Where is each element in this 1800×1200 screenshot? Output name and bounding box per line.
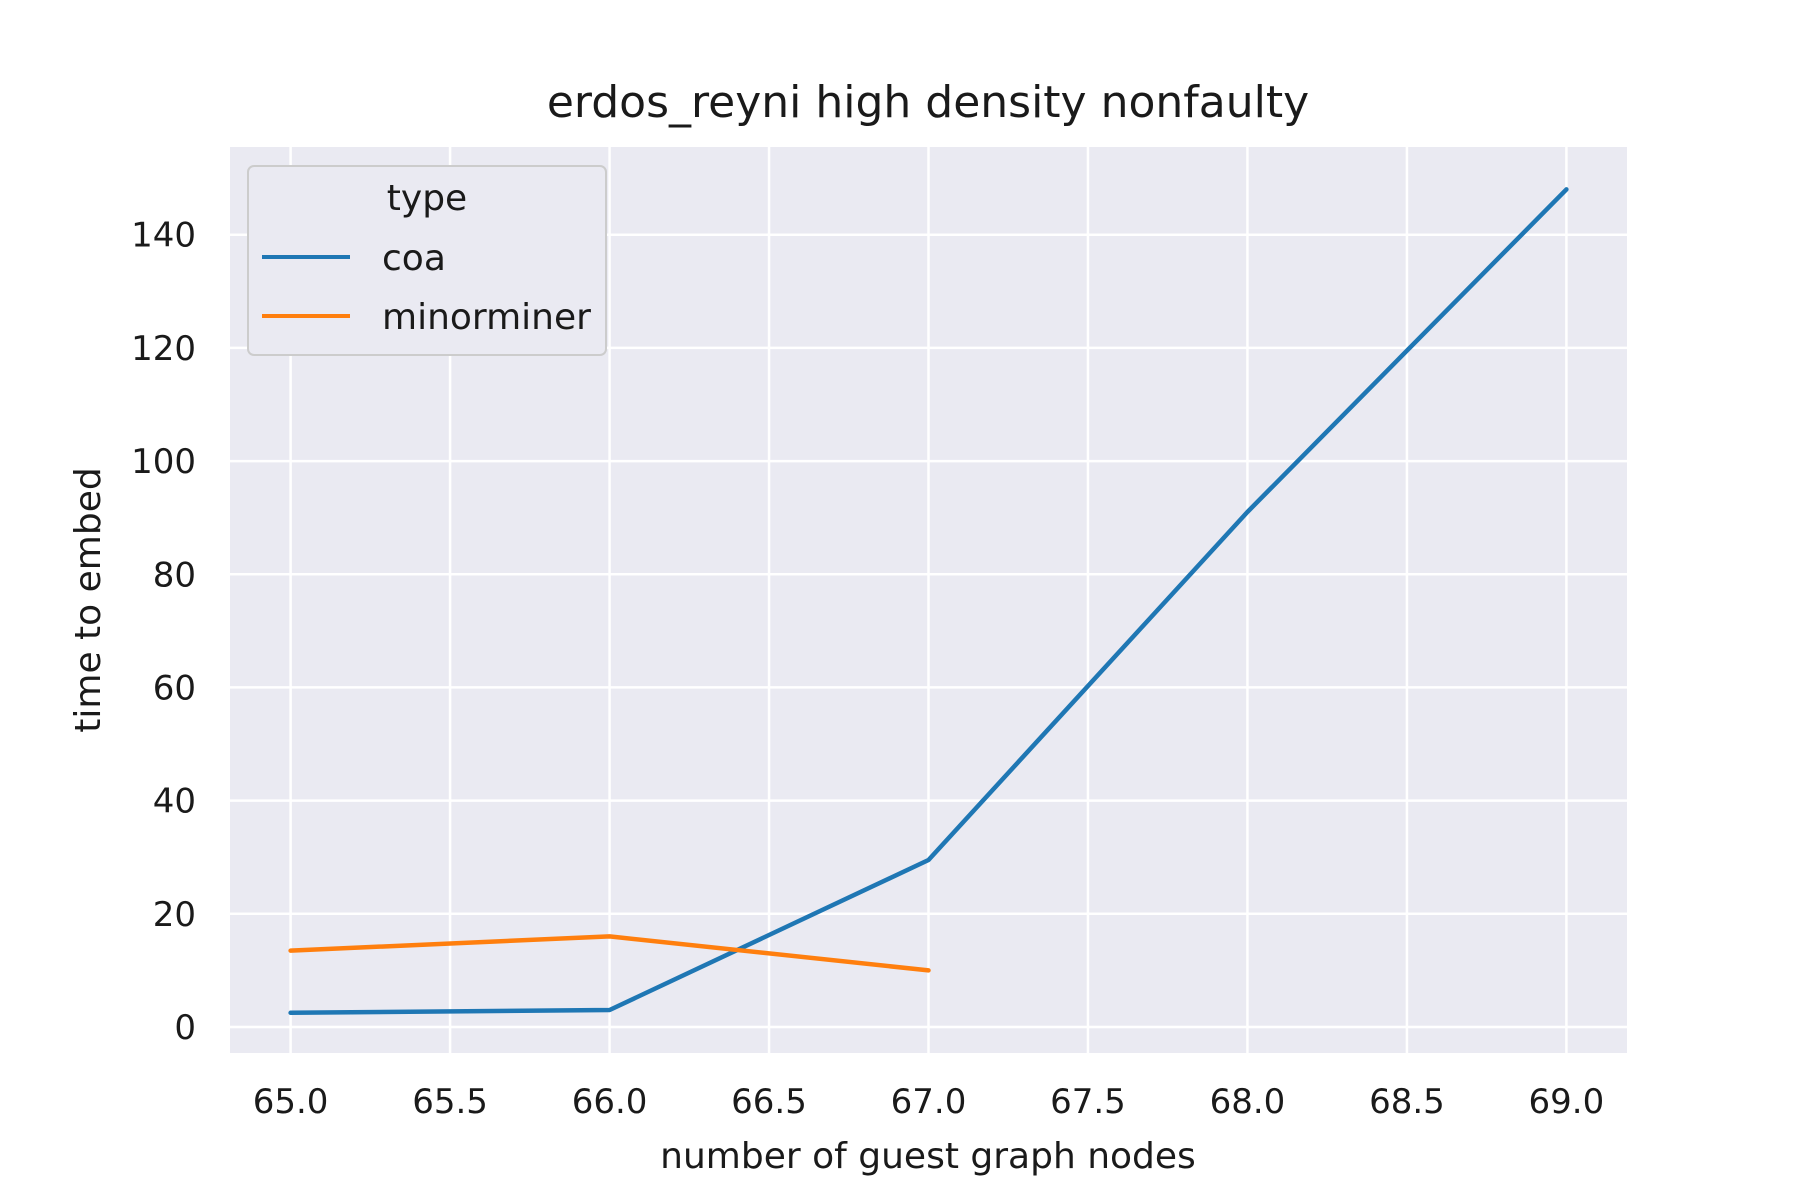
legend-title: type [387, 178, 467, 219]
y-tick-labels: 0 20 40 60 80 100 120 140 [131, 216, 196, 1048]
y-tick-label: 0 [174, 1008, 196, 1048]
y-axis-label: time to embed [68, 467, 109, 732]
grid [230, 147, 1627, 1053]
x-tick-label: 67.5 [1050, 1082, 1126, 1122]
x-tick-labels: 65.0 65.5 66.0 66.5 67.0 67.5 68.0 68.5 69.0 [253, 1082, 1605, 1122]
y-tick-label: 100 [131, 442, 196, 482]
x-tick-label: 65.0 [253, 1082, 329, 1122]
y-tick-label: 60 [153, 668, 196, 708]
x-tick-label: 66.0 [572, 1082, 648, 1122]
x-tick-label: 68.0 [1210, 1082, 1286, 1122]
y-tick-label: 140 [131, 216, 196, 256]
x-tick-label: 66.5 [731, 1082, 807, 1122]
chart-title: erdos_reyni high density nonfaulty [547, 77, 1309, 128]
x-axis-label: number of guest graph nodes [660, 1136, 1196, 1177]
legend: type coa minorminer [247, 165, 607, 356]
y-tick-label: 120 [131, 329, 196, 369]
series-lines [288, 187, 1569, 1016]
legend-box [247, 165, 607, 356]
y-tick-label: 80 [153, 555, 196, 595]
x-tick-label: 68.5 [1369, 1082, 1445, 1122]
x-tick-label: 65.5 [412, 1082, 488, 1122]
legend-label-minorminer: minorminer [382, 297, 591, 338]
y-tick-label: 20 [153, 895, 196, 935]
x-tick-label: 67.0 [891, 1082, 967, 1122]
x-tick-label: 69.0 [1529, 1082, 1605, 1122]
y-tick-label: 40 [153, 782, 196, 822]
series-line-minorminer [288, 934, 931, 973]
series-line-coa [288, 187, 1569, 1016]
legend-label-coa: coa [382, 238, 446, 279]
